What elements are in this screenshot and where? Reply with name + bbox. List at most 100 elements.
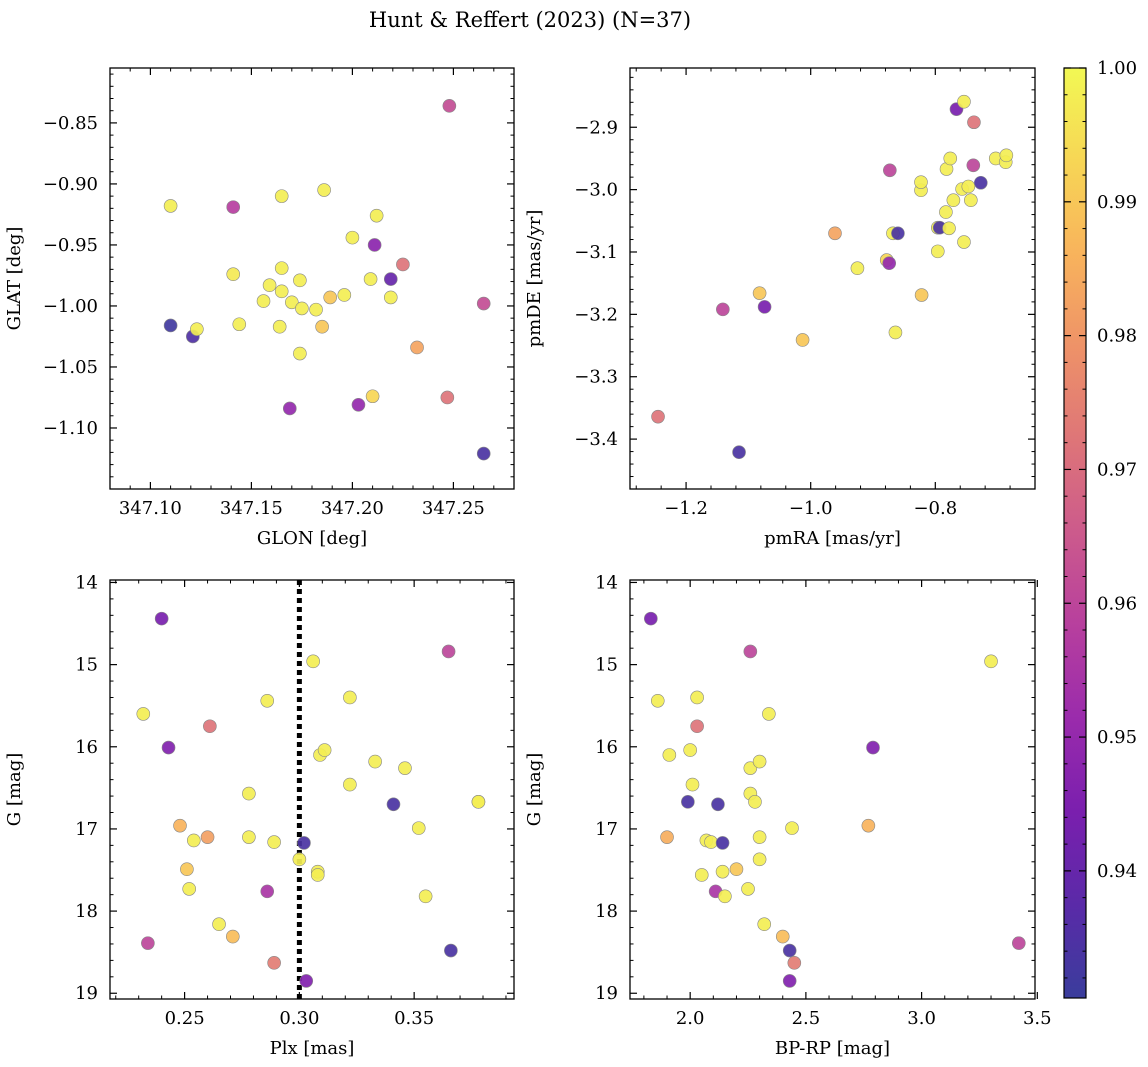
scatter-point (891, 226, 905, 241)
x-tick-label: −1.0 (789, 498, 833, 519)
scatter-point (260, 693, 275, 708)
y-tick-label: 17 (595, 819, 618, 840)
scatter-point (440, 390, 455, 405)
scatter-point (315, 319, 329, 334)
y-tick-label: −0.95 (43, 235, 98, 256)
y-tick-label: −1.10 (43, 418, 98, 439)
scatter-point (293, 273, 307, 288)
scatter-point (471, 795, 486, 809)
scatter-point (850, 261, 865, 276)
x-tick-label: 3.0 (907, 1008, 936, 1029)
scatter-point (267, 956, 281, 970)
scatter-point (232, 317, 247, 332)
scatter-point (757, 917, 772, 932)
scatter-point (785, 821, 799, 835)
scatter-point (476, 446, 491, 461)
scatter-point (161, 740, 176, 755)
y-tick-label: 19 (75, 983, 98, 1004)
y-tick-label: 14 (75, 572, 98, 593)
scatter-point (782, 943, 797, 958)
scatter-point (644, 611, 658, 626)
scatter-point (743, 644, 758, 659)
colorbar-tick-label: 0.99 (1097, 192, 1137, 213)
scatter-point (984, 654, 998, 669)
x-tick-label: 0.30 (279, 1008, 319, 1029)
panel-bprp-g: 2.0 2.5 3.0 3.5 14 15 16 17 18 19 BP-RP [mag] G [ma… (524, 572, 1052, 1059)
scatter-point (690, 719, 704, 734)
scatter-point (365, 389, 380, 404)
scatter-point (690, 690, 704, 705)
scatter-point (284, 295, 299, 310)
y-tick-label: −2.9 (574, 117, 618, 138)
scatter-point (410, 340, 424, 355)
panel-pmra-pmde: −1.2 −1.0 −0.8 −2.9 −3.0 −3.1 −3.2 −3.3 −3.4 pmRA… (524, 67, 1036, 549)
scatter-point (367, 238, 382, 252)
colorbar-ticks: 0.94 0.95 0.96 0.97 0.98 0.99 1.00 (1064, 58, 1137, 979)
scatter-point (173, 818, 187, 833)
x-tick-label: 0.25 (165, 1008, 205, 1029)
scatter-point (957, 235, 971, 249)
scatter-point (729, 862, 744, 876)
colorbar-tick-label: 0.97 (1097, 459, 1137, 480)
colorbar-tick-label: 0.94 (1097, 861, 1137, 882)
scatter-point (274, 284, 289, 299)
scatter-point (306, 654, 320, 669)
scatter-point (292, 852, 307, 867)
x-tick-label: −0.8 (913, 498, 957, 519)
scatter-point (943, 151, 958, 166)
colorbar-tick-label: 1.00 (1097, 58, 1137, 79)
scatter-point (942, 221, 956, 236)
figure-title: Hunt & Reffert (2023) (N=37) (369, 8, 691, 32)
x-tick-label: 347.15 (220, 498, 283, 519)
scatter-point (295, 301, 309, 316)
scatter-point (914, 175, 928, 189)
y-tick-label: 17 (75, 819, 98, 840)
y-axis-label: pmDE [mas/yr] (524, 210, 545, 348)
scatter-point (973, 175, 988, 190)
scatter-point (883, 163, 897, 178)
scatter-point (704, 835, 718, 849)
scatter-point (262, 278, 277, 293)
scatter-point (795, 333, 810, 347)
scatter-point (715, 864, 730, 879)
scatter-point (297, 836, 311, 850)
scatter-point (267, 835, 281, 849)
scatter-point (317, 183, 331, 197)
scatter-point (782, 974, 797, 988)
y-tick-label: −3.3 (574, 367, 618, 388)
panel-plx-g: 0.25 0.30 0.35 14 15 16 17 18 19 Plx [mas] G [mag] (4, 572, 515, 1059)
scatter-point (383, 272, 398, 286)
y-tick-label: −3.4 (574, 429, 618, 450)
y-tick-label: −0.90 (43, 174, 98, 195)
scatter-point (650, 693, 665, 708)
scatter-point (309, 302, 323, 317)
x-tick-label: 2.5 (792, 1008, 821, 1029)
axes-frame (629, 579, 1036, 1000)
x-axis-label: BP-RP [mag] (775, 1038, 890, 1059)
scatter-point (752, 852, 767, 867)
scatter-point (136, 707, 151, 721)
scatter-point (732, 445, 746, 460)
scatter-point (683, 743, 697, 757)
scatter-point (957, 94, 971, 109)
panel-glon-glat: 347.10 347.15 347.20 347.25 −0.85 −0.90 −0.95 −… (4, 67, 515, 549)
axes-frame (109, 579, 515, 1000)
y-tick-label: −3.2 (574, 304, 618, 325)
scatter-point (752, 830, 767, 844)
scatter-point (966, 158, 981, 173)
y-tick-label: −3.1 (574, 242, 618, 263)
scatter-point (282, 401, 297, 416)
scatter-point (775, 929, 790, 944)
y-tick-label: 16 (595, 737, 618, 758)
y-tick-label: 18 (595, 901, 618, 922)
scatter-point (345, 230, 360, 245)
scatter-point (310, 868, 325, 882)
scatter-point (351, 397, 366, 412)
scatter-point (398, 761, 412, 775)
scatter-point (939, 205, 953, 219)
scatter-point (1011, 936, 1026, 950)
scatter-point (762, 707, 776, 721)
scatter-point (242, 786, 256, 801)
scatter-point (861, 818, 876, 833)
